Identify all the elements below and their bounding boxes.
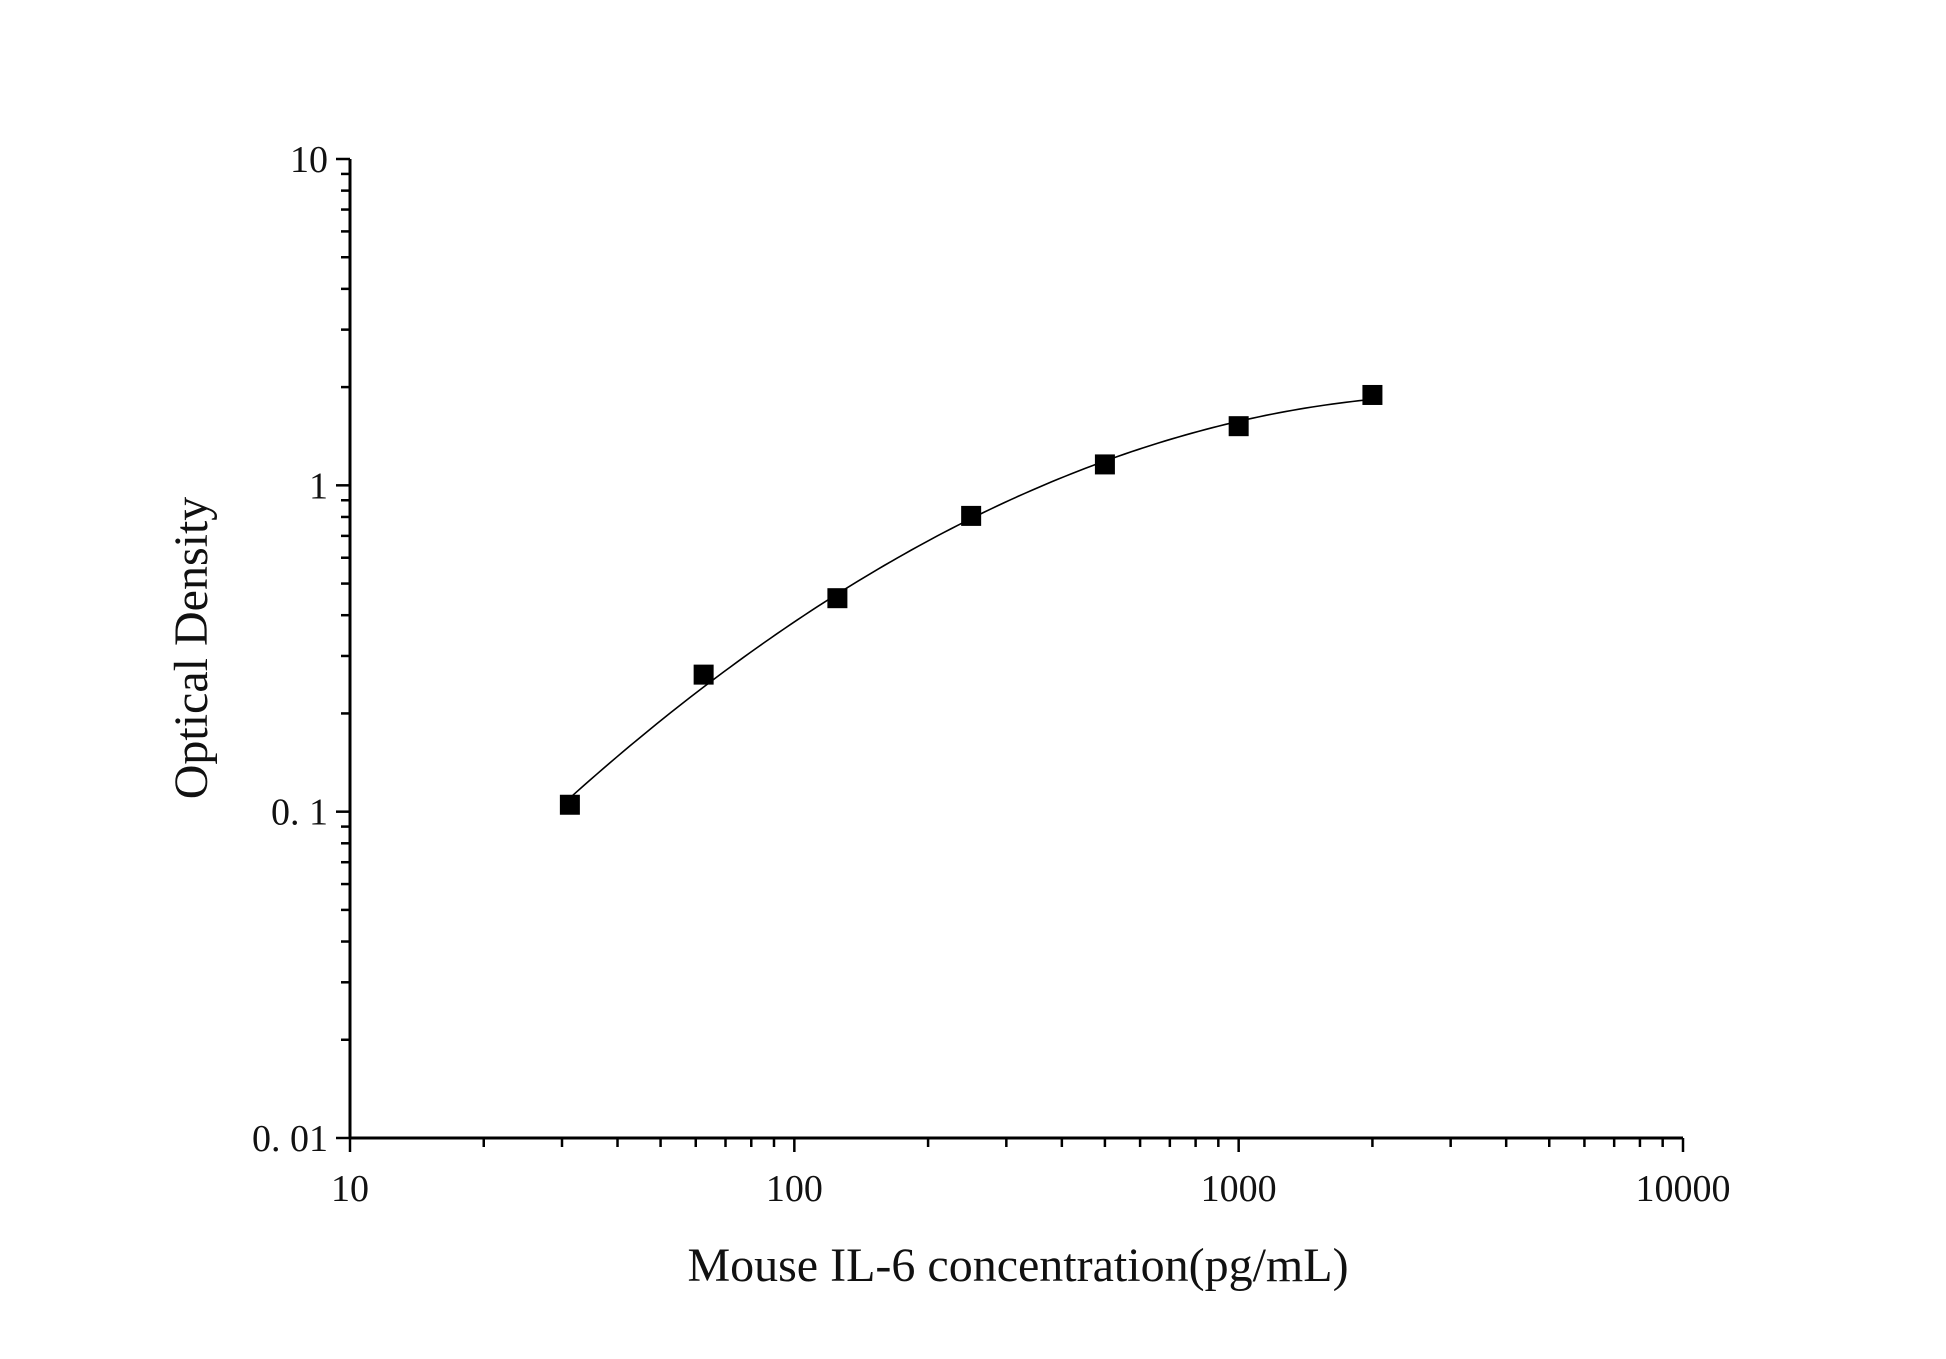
data-point — [559, 794, 580, 815]
x-axis-title: Mouse IL-6 concentration(pg/mL) — [687, 1239, 1348, 1292]
y-tick-label: 10 — [290, 139, 328, 181]
data-point — [1362, 384, 1383, 405]
y-axis-title: Optical Density — [165, 497, 218, 800]
x-tick-label: 10 — [331, 1168, 369, 1210]
data-point — [693, 664, 714, 685]
y-tick-label: 0. 01 — [252, 1118, 328, 1160]
data-point — [1094, 454, 1115, 475]
tick-labels: 10 100 1000 10000 0. 01 0. 1 1 10 — [252, 139, 1731, 1210]
data-point — [827, 588, 848, 609]
axes — [348, 159, 1683, 1140]
x-tick-label: 1000 — [1201, 1168, 1277, 1210]
axis-ticks — [336, 157, 1685, 1152]
x-tick-label: 100 — [766, 1168, 823, 1210]
fit-curve — [569, 398, 1373, 799]
data-point — [961, 505, 982, 526]
y-tick-label: 1 — [309, 465, 328, 507]
data-point — [1228, 416, 1249, 437]
x-tick-label: 10000 — [1636, 1168, 1731, 1210]
y-tick-label: 0. 1 — [271, 792, 328, 834]
data-points — [559, 384, 1383, 815]
